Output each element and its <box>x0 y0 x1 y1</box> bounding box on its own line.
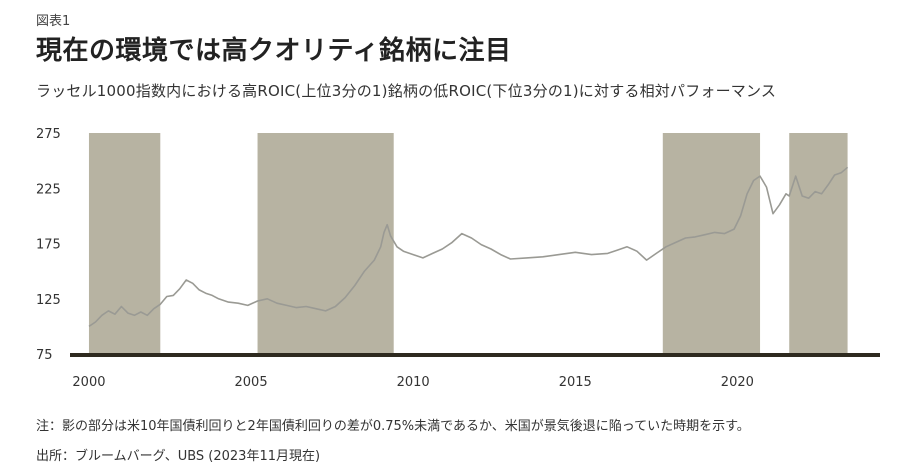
footnote: 注：影の部分は米10年国債利回りと2年国債利回りの差が0.75%未満であるか、米… <box>36 419 750 434</box>
x-tick-label: 2010 <box>397 375 430 390</box>
figure-label: 図表1 <box>36 14 71 29</box>
y-tick-label: 125 <box>36 293 61 308</box>
x-axis-ticks: 2000 2005 2010 2015 2020 <box>72 375 753 390</box>
y-axis-ticks: 75 125 175 225 275 <box>36 127 61 363</box>
x-tick-label: 2000 <box>72 375 105 390</box>
x-tick-label: 2015 <box>559 375 592 390</box>
y-tick-label: 75 <box>36 348 53 363</box>
series-line-1 <box>88 166 849 328</box>
y-tick-label: 225 <box>36 182 61 197</box>
shaded-period-2 <box>257 133 394 354</box>
series-lines <box>88 166 849 328</box>
y-tick-label: 275 <box>36 127 61 142</box>
shaded-period-4 <box>789 133 848 354</box>
source-note: 出所：ブルームバーグ、UBS (2023年11月現在) <box>36 449 321 464</box>
chart-subtitle: ラッセル1000指数内における高ROIC(上位3分の1)銘柄の低ROIC(下位3… <box>36 82 777 100</box>
y-tick-label: 175 <box>36 238 61 253</box>
shaded-period-1 <box>88 133 161 354</box>
x-tick-label: 2005 <box>235 375 268 390</box>
shaded-periods <box>88 133 848 354</box>
x-tick-label: 2020 <box>721 375 754 390</box>
chart-title: 現在の環境では高クオリティ銘柄に注目 <box>36 36 512 66</box>
shaded-period-3 <box>662 133 761 354</box>
